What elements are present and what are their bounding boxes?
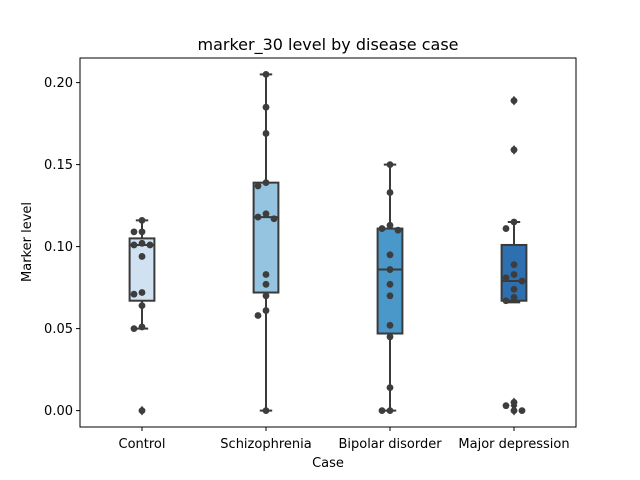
data-point: [510, 399, 518, 406]
y-tick-label: 0.05: [44, 322, 73, 337]
data-point: [254, 312, 262, 319]
data-point: [510, 407, 518, 414]
data-point: [130, 325, 138, 332]
data-point: [138, 228, 146, 236]
y-tick-label: 0.15: [44, 158, 73, 173]
data-point: [254, 213, 262, 221]
box-group-schizophrenia: [252, 73, 280, 412]
box-group-control: [128, 219, 156, 416]
data-point: [386, 407, 394, 414]
data-point: [510, 218, 518, 226]
data-point: [262, 71, 270, 78]
data-point: [502, 225, 510, 232]
data-point: [386, 292, 394, 300]
points-group-schizophrenia: [254, 71, 278, 414]
data-point: [510, 97, 518, 105]
y-tick-label: 0.10: [44, 240, 73, 255]
data-point: [386, 189, 394, 196]
data-point: [518, 277, 526, 285]
y-axis: 0.00 0.05 0.10 0.15 0.20: [44, 76, 80, 419]
data-point: [138, 289, 146, 296]
data-point: [386, 321, 394, 329]
data-point: [262, 280, 270, 288]
data-point: [502, 402, 510, 410]
plot-frame: [79, 57, 577, 428]
x-tick-label: Control: [119, 437, 166, 452]
y-tick-label: 0.00: [44, 404, 73, 419]
data-point: [262, 130, 270, 137]
y-axis-label: Marker level: [20, 202, 35, 282]
data-point: [262, 271, 270, 278]
x-tick-label: Schizophrenia: [220, 437, 311, 452]
data-point: [510, 261, 518, 269]
data-point: [518, 407, 526, 414]
data-point: [138, 407, 146, 414]
box-group-major-depression: [500, 95, 528, 416]
data-point: [130, 228, 138, 236]
points-group-control: [130, 216, 154, 414]
x-tick-label: Bipolar disorder: [338, 437, 442, 452]
data-point: [262, 307, 270, 314]
points-group-bipolar-disorder: [378, 161, 402, 414]
data-point: [510, 294, 518, 301]
data-point: [262, 407, 270, 414]
data-point: [138, 302, 146, 310]
data-point: [254, 182, 262, 190]
data-point: [262, 210, 270, 218]
data-point: [386, 384, 394, 392]
data-point: [386, 251, 394, 259]
y-tick-label: 0.20: [44, 76, 73, 91]
data-point: [130, 241, 138, 249]
data-point: [510, 146, 518, 154]
data-point: [510, 285, 518, 293]
data-point: [386, 266, 394, 273]
data-point: [138, 239, 146, 247]
data-point: [262, 103, 270, 111]
data-point: [130, 290, 138, 298]
data-point: [378, 225, 386, 232]
data-point: [138, 323, 146, 331]
data-point: [510, 271, 518, 278]
chart-title: marker_30 level by disease case: [197, 35, 458, 55]
data-point: [386, 161, 394, 169]
points-group-major-depression: [502, 97, 526, 414]
plot-area: [128, 71, 528, 416]
data-point: [502, 274, 510, 282]
data-point: [378, 407, 386, 414]
data-point: [138, 216, 146, 224]
data-point: [386, 221, 394, 229]
data-point: [386, 333, 394, 341]
data-point: [262, 292, 270, 300]
data-point: [386, 280, 394, 288]
x-tick-label: Major depression: [458, 437, 569, 452]
data-point: [146, 241, 154, 249]
data-point: [138, 253, 146, 260]
x-axis: Control Schizophrenia Bipolar disorder Majo…: [119, 427, 570, 452]
data-point: [262, 179, 270, 187]
x-axis-label: Case: [312, 456, 344, 471]
data-point: [270, 215, 278, 223]
data-point: [502, 297, 510, 305]
data-point: [394, 226, 402, 234]
